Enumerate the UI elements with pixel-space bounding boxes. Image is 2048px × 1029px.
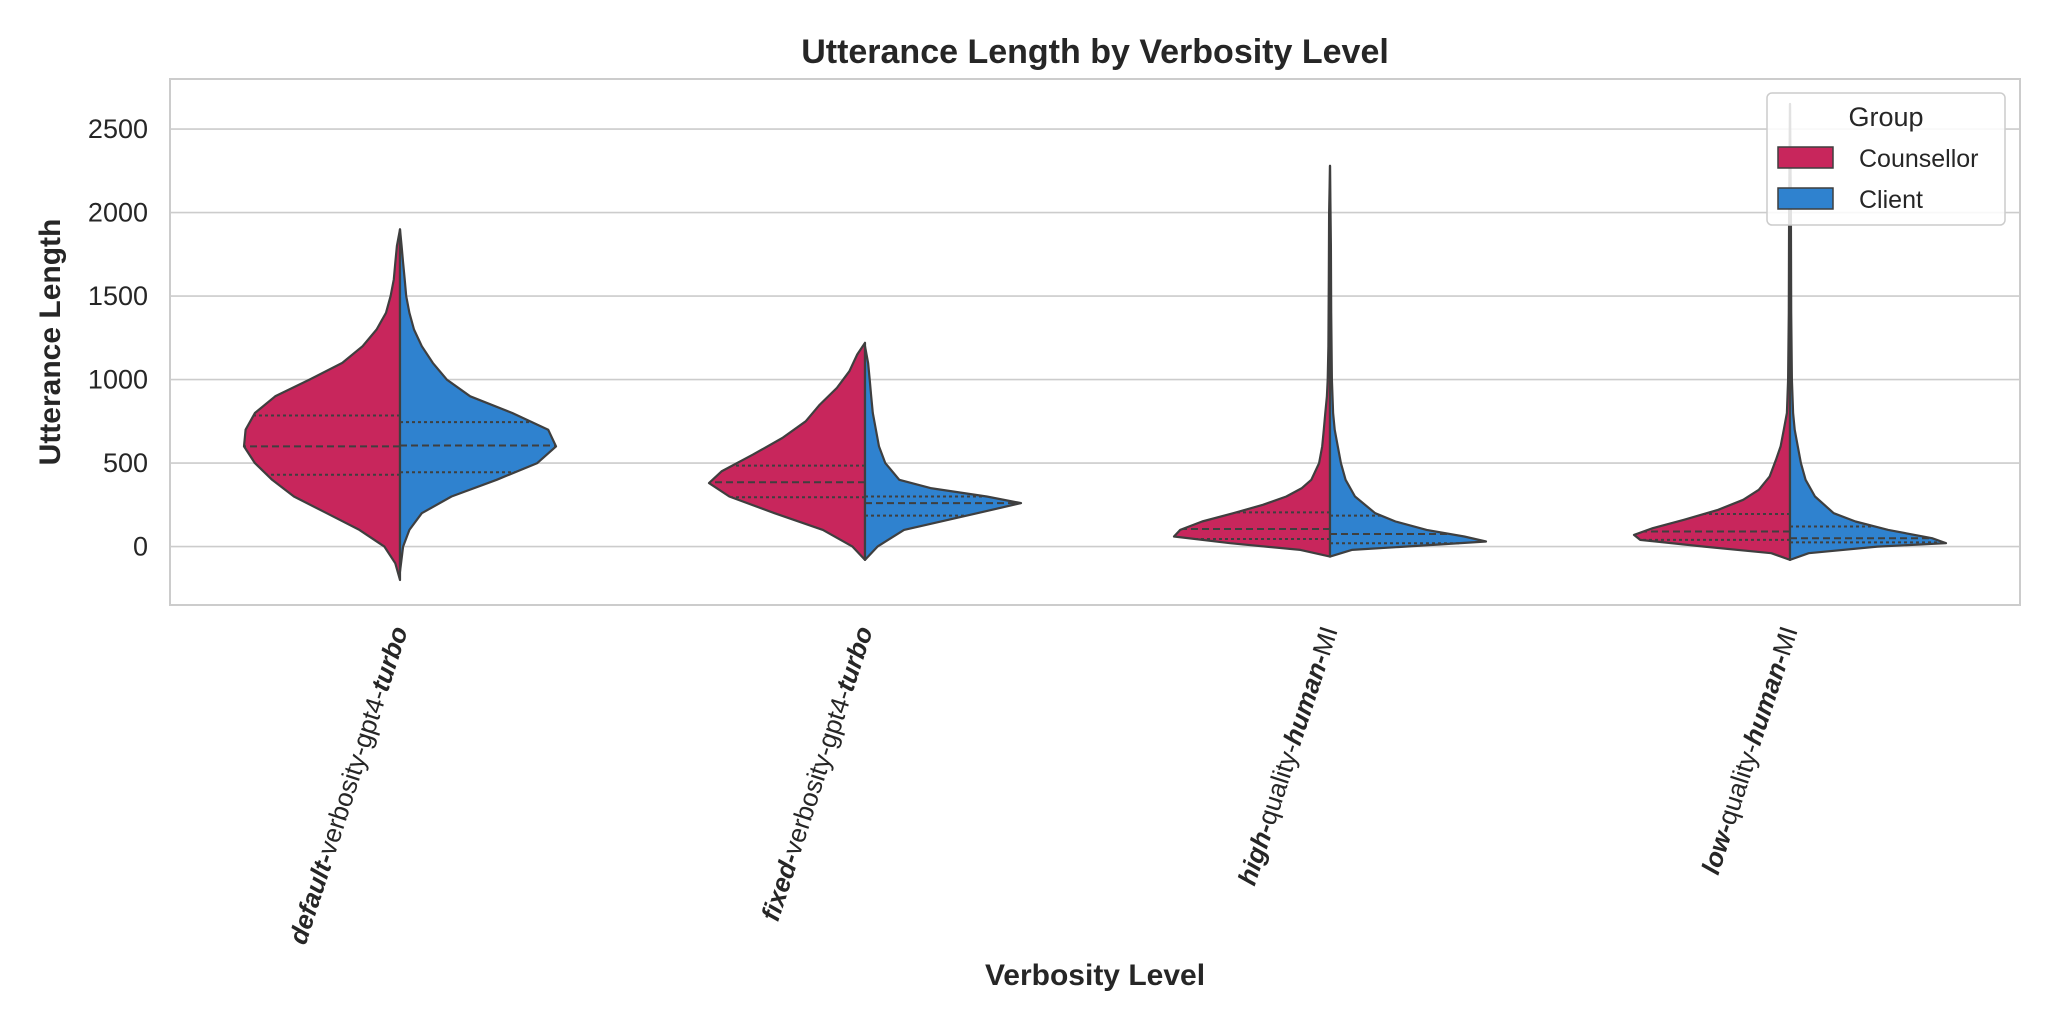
y-tick-labels: 0 500 1000 1500 2000 2500 (88, 114, 148, 561)
violin-half-counsellor-1 (242, 228, 402, 582)
violin-half-client-3 (1328, 164, 1488, 558)
x-tick-label-4: low-quality-human-MI (1695, 623, 1803, 878)
x-tick-label-1: default-verbosity-gpt4-turbo (282, 622, 413, 947)
y-tick-label: 1000 (88, 365, 148, 395)
x-tick-labels: default-verbosity-gpt4-turbofixed-verbos… (282, 622, 1803, 947)
x-tick-label-3: high-quality-human-MI (1232, 623, 1344, 889)
plot-frame (169, 78, 2021, 606)
violin-half-counsellor-2 (707, 341, 867, 561)
violin-half-client-4 (1788, 102, 1948, 561)
legend-title: Group (1848, 102, 1923, 132)
legend-swatch-client (1777, 187, 1834, 210)
y-tick-label: 2500 (88, 114, 148, 144)
legend-label-counsellor: Counsellor (1859, 145, 1979, 173)
y-tick-label: 0 (133, 532, 148, 562)
y-axis-label: Utterance Length (34, 219, 67, 466)
x-tick-label-part: verbosity-gpt4- (312, 686, 394, 859)
x-tick-label-bold-part: default- (282, 849, 340, 948)
violin-half-counsellor-4 (1632, 102, 1792, 561)
y-tick-label: 500 (103, 448, 148, 478)
y-tick-label: 1500 (88, 281, 148, 311)
x-tick-label-bold-part: high- (1232, 819, 1280, 889)
x-tick-label-bold-part: human- (1277, 650, 1335, 749)
chart-title: Utterance Length by Verbosity Level (801, 33, 1389, 71)
x-tick-label-bold-part: fixed- (755, 849, 805, 924)
violin-half-counsellor-3 (1172, 164, 1332, 558)
x-tick-label-2: fixed-verbosity-gpt4-turbo (755, 622, 879, 924)
x-tick-label-bold-part: turbo (365, 622, 414, 695)
x-tick-label-part: quality- (1251, 739, 1305, 828)
violin-layer (242, 102, 1948, 582)
x-tick-label-part: verbosity-gpt4- (777, 686, 859, 859)
legend-label-client: Client (1859, 186, 1923, 214)
x-tick-label-bold-part: low- (1695, 819, 1740, 878)
x-tick-label-part: quality- (1711, 739, 1765, 828)
legend: Group Counsellor Client (1766, 92, 2006, 226)
violin-half-client-1 (398, 228, 558, 573)
x-axis-label: Verbosity Level (985, 959, 1205, 992)
x-tick-label-bold-part: human- (1737, 650, 1795, 749)
legend-swatch-counsellor (1777, 146, 1834, 169)
y-tick-label: 2000 (88, 198, 148, 228)
x-tick-label-bold-part: turbo (830, 622, 879, 695)
violin-half-client-2 (863, 345, 1023, 561)
